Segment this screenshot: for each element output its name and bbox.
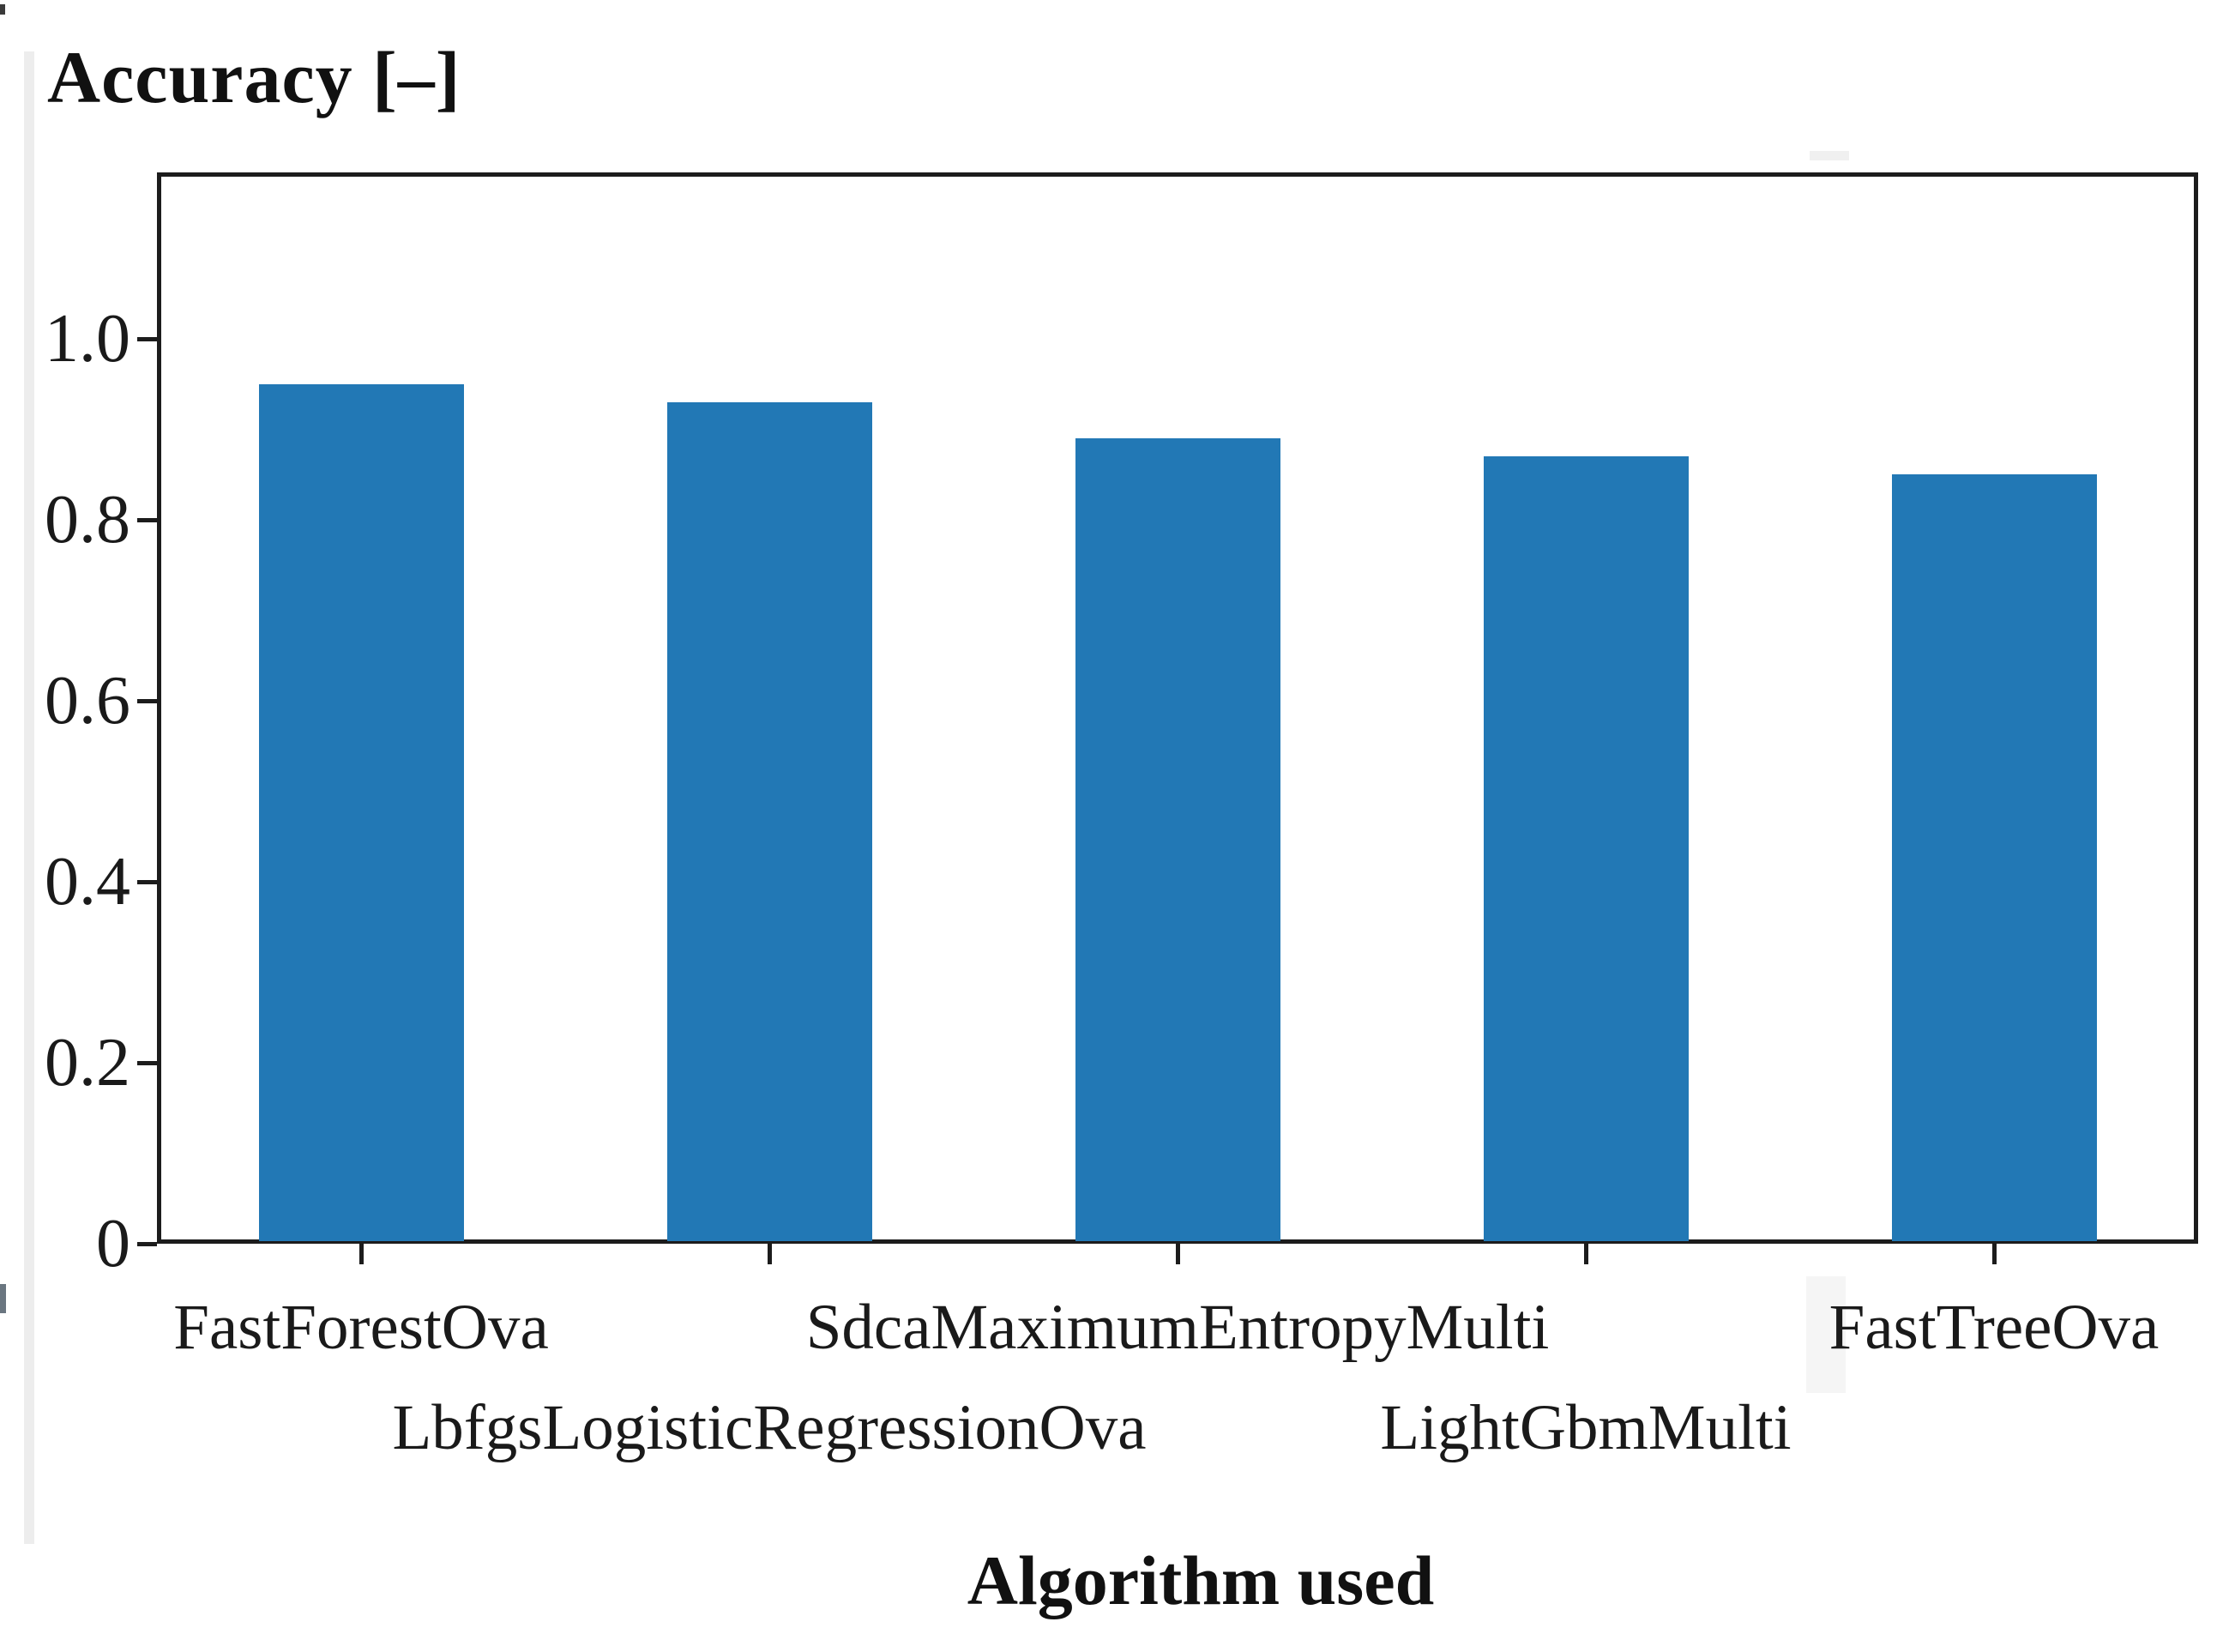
- y-tick-mark: [137, 337, 157, 341]
- x-tick-label: SdcaMaximumEntropyMulti: [805, 1292, 1550, 1363]
- x-tick-label: FastTreeOva: [1828, 1292, 2160, 1363]
- bar: [259, 384, 464, 1241]
- bar: [1075, 438, 1280, 1241]
- x-tick-mark: [359, 1242, 364, 1264]
- bar: [1892, 474, 2097, 1241]
- y-tick-mark: [137, 880, 157, 884]
- x-tick-label: LbfgsLogisticRegressionOva: [392, 1392, 1147, 1463]
- y-tick-mark: [137, 699, 157, 703]
- x-tick-mark: [1584, 1242, 1588, 1264]
- y-tick-label: 0: [96, 1206, 130, 1281]
- y-tick-mark: [137, 518, 157, 522]
- scan-artifact-bottom-left-dash: [0, 1284, 6, 1313]
- scan-artifact-corner-dot: [0, 4, 5, 15]
- y-tick-label: 0.8: [45, 482, 130, 558]
- scan-artifact-left-band: [24, 51, 34, 1544]
- bar: [1484, 456, 1689, 1241]
- y-tick-mark: [137, 1061, 157, 1065]
- y-tick-mark: [137, 1242, 157, 1246]
- x-tick-label: LightGbmMulti: [1380, 1392, 1792, 1463]
- bar: [667, 402, 872, 1241]
- x-tick-label: FastForestOva: [173, 1292, 549, 1363]
- y-tick-label: 0.4: [45, 844, 130, 919]
- x-tick-mark: [1176, 1242, 1180, 1264]
- x-tick-mark: [1992, 1242, 1997, 1264]
- x-tick-mark: [768, 1242, 772, 1264]
- y-tick-label: 0.6: [45, 663, 130, 739]
- chart-title: Accuracy [–]: [47, 36, 461, 118]
- x-axis-title: Algorithm used: [967, 1541, 1435, 1619]
- scan-artifact-top-right-smudge: [1810, 151, 1849, 160]
- y-tick-label: 1.0: [45, 301, 130, 377]
- y-tick-label: 0.2: [45, 1025, 130, 1100]
